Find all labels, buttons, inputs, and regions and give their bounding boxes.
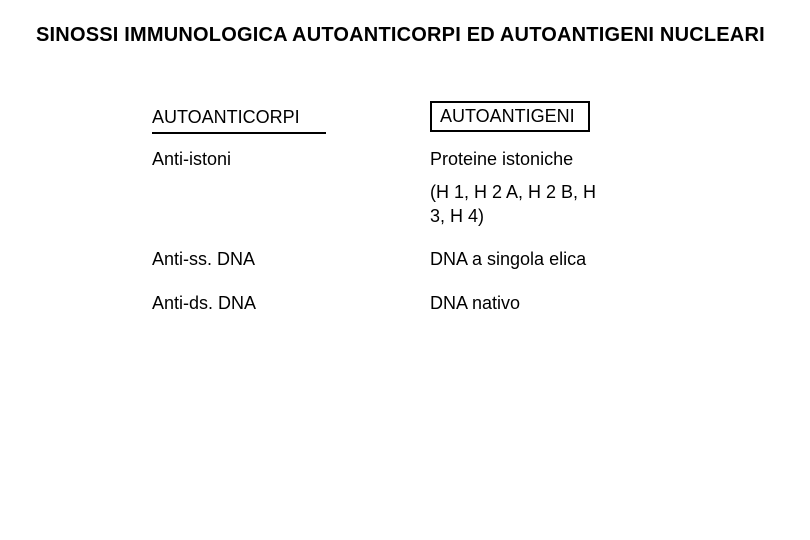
cell-right: DNA a singola elica bbox=[430, 248, 602, 271]
header-cell-left: AUTOANTICORPI bbox=[152, 107, 430, 134]
cell-left: Anti-ss. DNA bbox=[152, 248, 430, 271]
page-title: SINOSSI IMMUNOLOGICA AUTOANTICORPI ED AU… bbox=[36, 24, 774, 47]
cell-left: Anti-ds. DNA bbox=[152, 292, 430, 315]
cell-right: DNA nativo bbox=[430, 292, 602, 315]
table-row: Anti-ss. DNA DNA a singola elica bbox=[152, 248, 602, 271]
table-row: (H 1, H 2 A, H 2 B, H 3, H 4) bbox=[152, 181, 602, 228]
table-row: Anti-istoni Proteine istoniche bbox=[152, 148, 602, 171]
cell-left: Anti-istoni bbox=[152, 148, 430, 171]
cell-right: Proteine istoniche bbox=[430, 148, 602, 171]
header-cell-right: AUTOANTIGENI bbox=[430, 107, 602, 132]
header-label-right: AUTOANTIGENI bbox=[430, 101, 590, 132]
cell-right: (H 1, H 2 A, H 2 B, H 3, H 4) bbox=[430, 181, 602, 228]
synopsis-table: AUTOANTICORPI AUTOANTIGENI Anti-istoni P… bbox=[152, 107, 602, 315]
slide-page: SINOSSI IMMUNOLOGICA AUTOANTICORPI ED AU… bbox=[0, 0, 810, 315]
header-label-left: AUTOANTICORPI bbox=[152, 107, 326, 134]
table-header-row: AUTOANTICORPI AUTOANTIGENI bbox=[152, 107, 602, 134]
table-row: Anti-ds. DNA DNA nativo bbox=[152, 292, 602, 315]
